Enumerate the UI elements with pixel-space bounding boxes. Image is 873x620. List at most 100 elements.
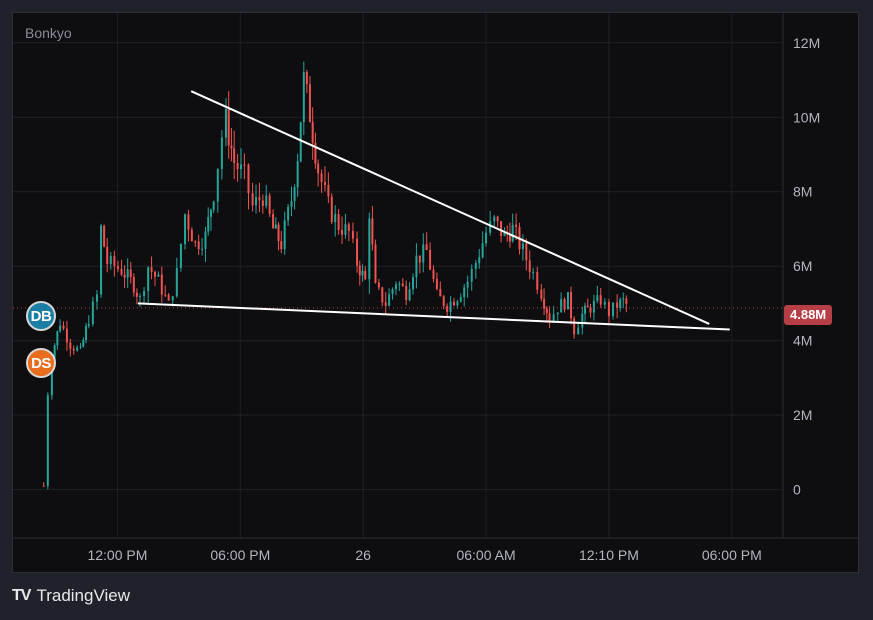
candle-body xyxy=(442,296,445,307)
candle-body xyxy=(103,225,106,247)
candle-body xyxy=(220,137,223,169)
candle-body xyxy=(175,267,178,297)
y-tick-label: 2M xyxy=(793,407,812,423)
candle-body xyxy=(247,164,250,194)
candle-body xyxy=(274,224,277,229)
candle-body xyxy=(314,142,317,164)
candle-body xyxy=(528,260,531,273)
y-tick-label: 10M xyxy=(793,109,820,125)
candle-body xyxy=(401,283,404,286)
candle-body xyxy=(82,340,85,347)
candle-body xyxy=(603,301,606,305)
candle-body xyxy=(552,314,555,322)
candle-body xyxy=(69,342,72,349)
candle-body xyxy=(481,243,484,258)
candle-body xyxy=(126,269,129,278)
candle-body xyxy=(566,292,569,310)
candle-body xyxy=(364,270,367,280)
candle-body xyxy=(327,185,330,197)
candle-body xyxy=(330,196,333,222)
candle-body xyxy=(184,214,187,244)
candle-body xyxy=(209,209,212,217)
candle-body xyxy=(201,248,204,250)
candle-body xyxy=(227,109,230,146)
candle-body xyxy=(532,272,535,274)
candle-body xyxy=(543,298,546,309)
candle-body xyxy=(164,294,167,296)
candle-body xyxy=(85,325,88,341)
candle-body xyxy=(449,301,452,312)
x-tick-label: 26 xyxy=(355,547,371,563)
candle-body xyxy=(377,282,380,288)
candle-body xyxy=(207,216,210,232)
candle-body xyxy=(570,292,573,319)
tradingview-logo[interactable]: TV TradingView xyxy=(12,586,130,606)
candle-body xyxy=(305,72,308,85)
candle-body xyxy=(120,268,123,275)
candle-body xyxy=(500,221,503,236)
candle-body xyxy=(493,216,496,222)
candle-body xyxy=(272,213,275,229)
candle-body xyxy=(299,122,302,162)
candle-body xyxy=(230,145,233,149)
candle-body xyxy=(388,294,391,306)
candle-body xyxy=(525,243,528,261)
candle-body xyxy=(224,109,227,138)
candle-body xyxy=(515,224,518,227)
candle-body xyxy=(204,231,207,249)
candle-body xyxy=(622,298,625,300)
candle-body xyxy=(619,299,622,309)
db-badge[interactable]: DB xyxy=(26,301,56,331)
candle-body xyxy=(503,231,506,236)
candle-body xyxy=(398,283,401,285)
last-price-label: 4.88M xyxy=(784,305,833,325)
candle-body xyxy=(194,241,197,243)
x-tick-label: 06:00 PM xyxy=(702,547,762,563)
candle-body xyxy=(106,246,109,265)
candle-body xyxy=(347,224,350,231)
candle-body xyxy=(351,230,354,239)
candle-body xyxy=(361,270,364,276)
candle-body xyxy=(317,163,320,174)
candle-body xyxy=(563,299,566,310)
candle-body xyxy=(56,331,59,346)
candle-body xyxy=(116,266,119,269)
candle-body xyxy=(179,243,182,268)
candle-body xyxy=(283,220,286,250)
candle-body xyxy=(129,269,132,277)
chart-frame: 12M 10M 8M 6M 4M 2M 0 12:00 PM 06:00 PM 26 06:00 A… xyxy=(12,12,859,573)
candle-body xyxy=(446,306,449,312)
candle-body xyxy=(425,244,428,250)
candle-body xyxy=(456,301,459,306)
candle-body xyxy=(233,148,236,164)
candle-body xyxy=(302,72,305,123)
candle-body xyxy=(540,289,543,299)
candle-body xyxy=(153,271,156,277)
candle-body xyxy=(255,197,258,206)
candle-body xyxy=(548,313,551,322)
candle-body xyxy=(53,345,56,361)
candle-body xyxy=(418,255,421,263)
candle-body xyxy=(358,265,361,276)
tradingview-logo-icon: TV xyxy=(12,587,31,604)
candle-body xyxy=(478,257,481,264)
candle-body xyxy=(459,297,462,302)
candle-body xyxy=(46,395,49,486)
candle-body xyxy=(368,218,371,280)
x-tick-label: 06:00 AM xyxy=(456,547,515,563)
candle-body xyxy=(412,277,415,290)
candle-body xyxy=(536,272,539,290)
candle-body xyxy=(356,238,359,266)
candle-body xyxy=(308,84,311,122)
candle-body xyxy=(485,232,488,244)
x-tick-label: 06:00 PM xyxy=(210,547,270,563)
candle-body xyxy=(212,201,215,210)
candle-body xyxy=(65,328,68,343)
candle-body xyxy=(415,255,418,278)
ds-badge[interactable]: DS xyxy=(26,348,56,378)
candle-body xyxy=(463,287,466,298)
candle-body xyxy=(280,241,283,250)
candle-body xyxy=(62,325,65,329)
x-tick-label: 12:00 PM xyxy=(87,547,147,563)
chart-canvas[interactable]: 12M 10M 8M 6M 4M 2M 0 12:00 PM 06:00 PM 26 06:00 A… xyxy=(13,13,858,572)
